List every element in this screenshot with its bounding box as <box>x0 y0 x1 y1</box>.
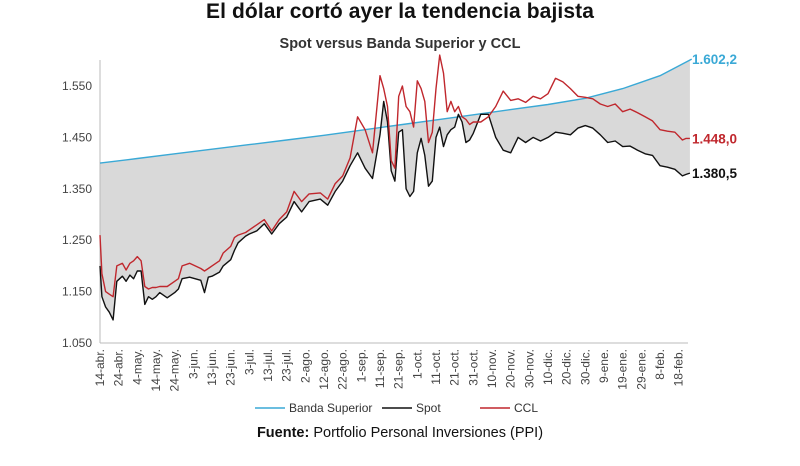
x-tick-label: 20-nov. <box>504 349 518 388</box>
y-tick-label: 1.250 <box>62 233 92 247</box>
band-gap-area-layer <box>100 60 690 320</box>
x-tick-label: 24-may. <box>168 349 182 391</box>
x-tick-label: 1-sep. <box>354 349 368 382</box>
x-tick-label: 1-oct. <box>410 349 424 379</box>
y-tick-label: 1.350 <box>62 182 92 196</box>
x-tick-label: 22-ago. <box>336 349 350 390</box>
y-tick-label: 1.550 <box>62 79 92 93</box>
x-tick-label: 3-jul. <box>242 349 256 375</box>
legend-label-ccl: CCL <box>514 401 538 415</box>
x-tick-label: 20-dic. <box>560 349 574 385</box>
x-tick-label: 14-abr. <box>93 349 107 386</box>
end-label-banda-superior: 1.602,2 <box>692 52 737 67</box>
x-tick-label: 24-abr. <box>112 349 126 386</box>
x-tick-label: 30-dic. <box>578 349 592 385</box>
end-label-ccl: 1.448,0 <box>692 131 737 146</box>
x-tick-label: 14-may. <box>149 349 163 391</box>
axis-layer: 1.050 1.150 1.250 1.350 1.450 1.550 14-abr. 24-… <box>62 60 688 391</box>
end-label-spot: 1.380,5 <box>692 166 738 181</box>
x-tick-label: 13-jun. <box>205 349 219 386</box>
y-tick-label: 1.450 <box>62 130 92 144</box>
legend-label-spot: Spot <box>416 401 441 415</box>
legend: Banda Superior Spot CCL <box>255 401 538 415</box>
x-tick-label: 10-nov. <box>485 349 499 388</box>
x-tick-label: 2-ago. <box>298 349 312 383</box>
x-tick-label: 13-jul. <box>261 349 275 382</box>
y-tick-label: 1.050 <box>62 336 92 350</box>
x-tick-label: 11-sep. <box>373 349 387 388</box>
source-text: Portfolio Personal Inversiones (PPI) <box>313 425 544 441</box>
x-tick-label: 3-jun. <box>186 349 200 379</box>
chart-title: El dólar cortó ayer la tendencia bajista <box>206 0 594 23</box>
series-layer <box>99 54 693 321</box>
x-tick-label: 12-ago. <box>317 349 331 390</box>
x-tick-label: 8-feb. <box>653 349 667 380</box>
x-tick-label: 18-feb. <box>672 349 686 386</box>
series-line-spot <box>99 100 691 321</box>
x-tick-label: 11-oct. <box>429 349 443 385</box>
x-tick-label: 23-jun. <box>224 349 238 386</box>
series-line-banda-superior <box>99 58 693 164</box>
source-note: Fuente: Portfolio Personal Inversiones (… <box>0 425 800 441</box>
source-label: Fuente: <box>256 425 310 441</box>
legend-label-banda-superior: Banda Superior <box>289 401 372 415</box>
series-line-ccl <box>99 54 690 298</box>
x-tick-label: 23-jul. <box>280 349 294 382</box>
x-tick-label: 4-may. <box>130 349 144 385</box>
x-tick-label: 21-oct. <box>448 349 462 386</box>
end-label-layer: 1.602,2 1.380,5 1.448,0 <box>692 52 738 181</box>
x-tick-label: 21-sep. <box>392 349 406 389</box>
x-tick-label: 9-ene. <box>597 349 611 383</box>
x-tick-label: 10-dic. <box>541 349 555 385</box>
y-tick-label: 1.150 <box>62 285 92 299</box>
x-tick-label: 29-ene. <box>634 349 648 390</box>
x-tick-label: 30-nov. <box>522 349 536 388</box>
x-tick-label: 19-ene. <box>616 349 630 390</box>
chart-subtitle: Spot versus Banda Superior y CCL <box>279 36 521 52</box>
x-tick-label: 31-oct. <box>466 349 480 386</box>
band-spot-gap-area <box>100 60 690 320</box>
